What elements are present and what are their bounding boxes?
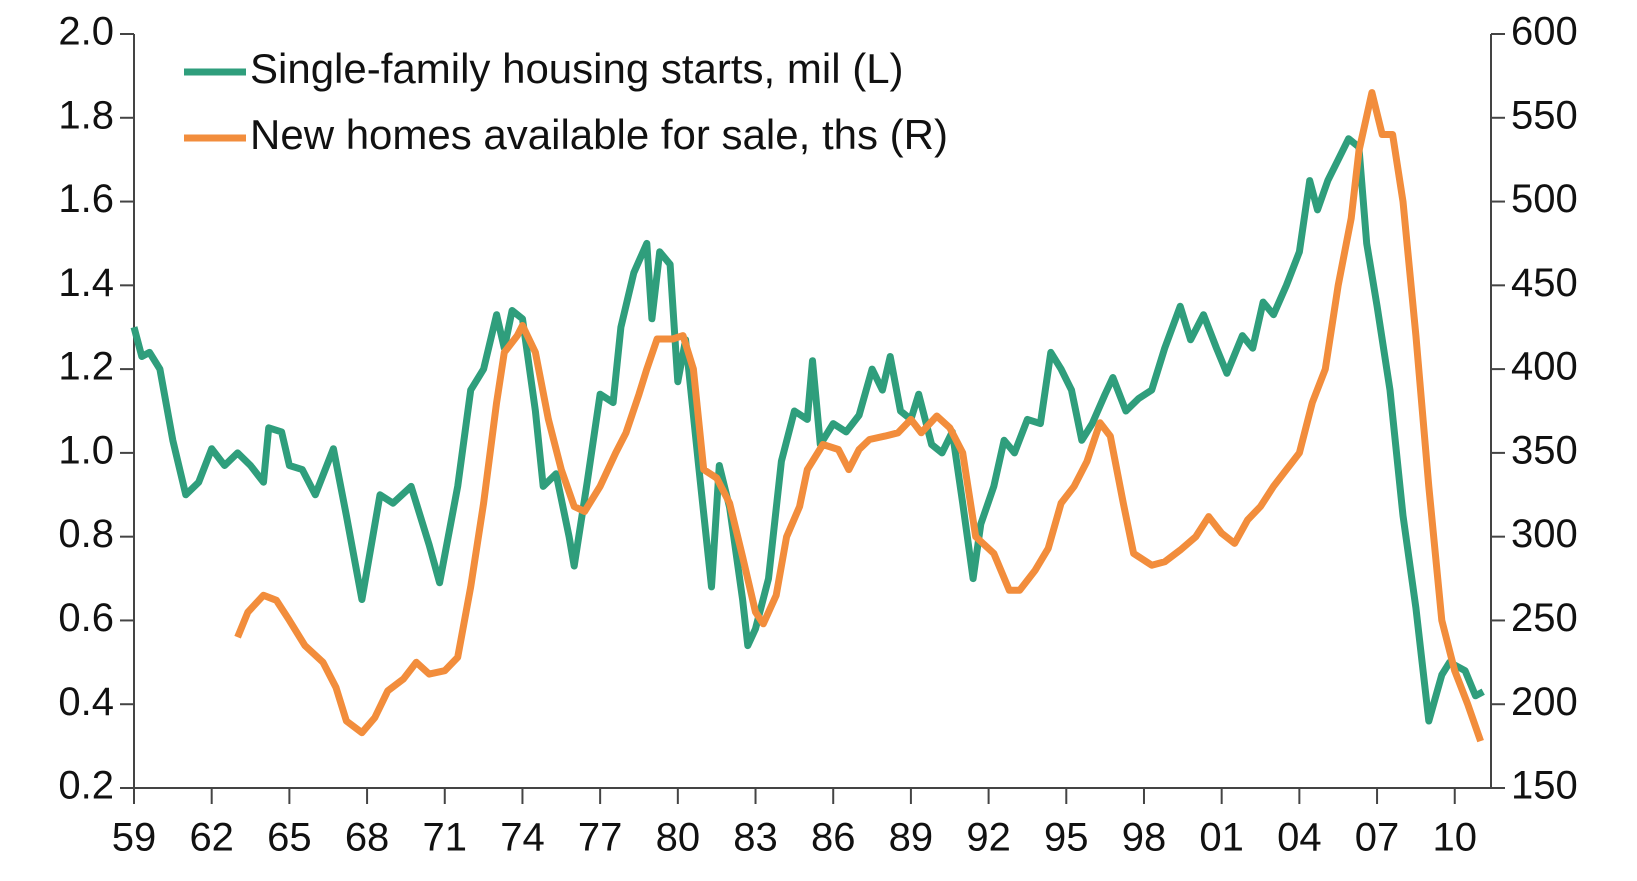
x-tick-label: 95 (1044, 816, 1089, 860)
y-tick-label: 1.0 (58, 428, 114, 472)
y2-tick-label: 500 (1511, 177, 1578, 221)
x-tick-label: 07 (1355, 816, 1400, 860)
y-tick-label: 2.0 (58, 10, 114, 54)
legend-label: New homes available for sale, ths (R) (250, 111, 948, 158)
y-tick-label: 0.4 (58, 680, 114, 724)
x-tick-label: 92 (966, 816, 1011, 860)
y-tick-label: 1.8 (58, 93, 114, 137)
y2-tick-label: 150 (1511, 764, 1578, 808)
x-tick-label: 80 (656, 816, 701, 860)
x-tick-label: 71 (423, 816, 468, 860)
y-tick-label: 1.2 (58, 345, 114, 389)
x-tick-label: 98 (1122, 816, 1167, 860)
x-tick-label: 77 (578, 816, 623, 860)
y-tick-label: 0.6 (58, 596, 114, 640)
x-tick-label: 83 (733, 816, 778, 860)
series-line (130, 135, 1485, 725)
x-tick-label: 01 (1199, 816, 1244, 860)
y2-tick-label: 550 (1511, 93, 1578, 137)
y2-tick-label: 300 (1511, 512, 1578, 556)
x-tick-label: 04 (1277, 816, 1322, 860)
y-tick-label: 1.4 (58, 261, 114, 305)
y-tick-label: 0.2 (58, 764, 114, 808)
y2-tick-label: 250 (1511, 596, 1578, 640)
x-tick-label: 89 (889, 816, 934, 860)
x-tick-label: 62 (189, 816, 234, 860)
x-tick-label: 59 (112, 816, 157, 860)
y2-tick-label: 350 (1511, 428, 1578, 472)
x-tick-label: 65 (267, 816, 312, 860)
x-tick-label: 74 (500, 816, 545, 860)
series-line (234, 89, 1484, 743)
x-tick-label: 68 (345, 816, 390, 860)
y-tick-label: 0.8 (58, 512, 114, 556)
y-tick-label: 1.6 (58, 177, 114, 221)
y2-tick-label: 400 (1511, 345, 1578, 389)
y2-tick-label: 600 (1511, 10, 1578, 54)
y2-tick-label: 450 (1511, 261, 1578, 305)
legend-label: Single-family housing starts, mil (L) (250, 45, 904, 92)
y2-tick-label: 200 (1511, 680, 1578, 724)
x-tick-label: 86 (811, 816, 856, 860)
x-tick-label: 10 (1432, 816, 1477, 860)
